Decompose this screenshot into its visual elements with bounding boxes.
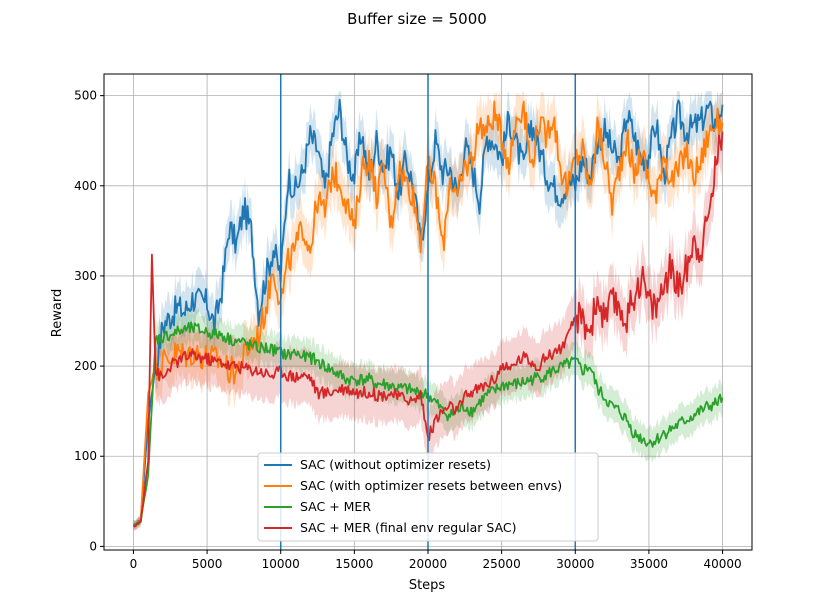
x-axis-ticks: 0 5000 10000 15000 20000 25000 30000 35000 40000 (130, 550, 742, 571)
x-tick-label: 40000 (703, 557, 741, 571)
legend-label: SAC + MER (final env regular SAC) (300, 520, 517, 535)
y-tick-label: 100 (74, 449, 97, 463)
x-tick-label: 15000 (335, 557, 373, 571)
legend-label: SAC + MER (300, 499, 371, 514)
y-axis-label: Reward (50, 289, 65, 337)
y-tick-label: 300 (74, 269, 97, 283)
x-tick-label: 5000 (192, 557, 223, 571)
legend-label: SAC (with optimizer resets between envs) (300, 478, 562, 493)
legend-box (257, 452, 599, 542)
x-tick-label: 35000 (630, 557, 668, 571)
x-axis-label: Steps (409, 578, 446, 593)
legend-label: SAC (without optimizer resets) (300, 457, 491, 472)
x-tick-label: 20000 (409, 557, 447, 571)
x-tick-label: 10000 (262, 557, 300, 571)
x-tick-label: 0 (130, 557, 138, 571)
legend: SAC (without optimizer resets) SAC (with … (257, 452, 599, 542)
y-axis-ticks: 0 100 200 300 400 500 (74, 89, 104, 553)
y-tick-label: 200 (74, 359, 97, 373)
y-tick-label: 400 (74, 179, 97, 193)
x-tick-label: 30000 (556, 557, 594, 571)
x-tick-label: 25000 (483, 557, 521, 571)
y-tick-label: 0 (89, 539, 97, 553)
chart-title: Buffer size = 5000 (347, 10, 487, 28)
series-line-sac-mer-final-env-regular-sac (132, 131, 724, 528)
y-tick-label: 500 (74, 89, 97, 103)
